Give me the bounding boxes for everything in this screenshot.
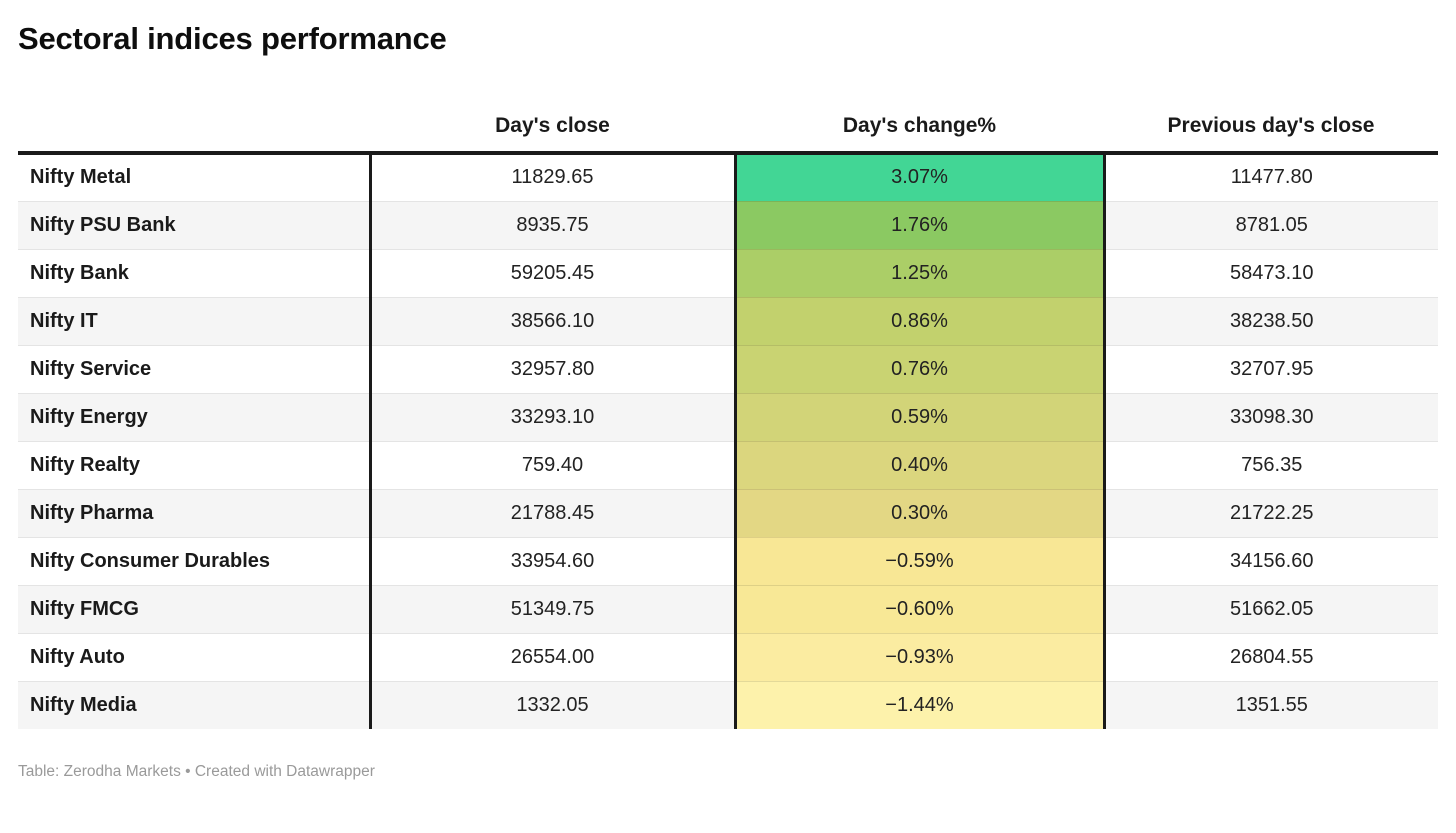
table-row: Nifty Metal 11829.65 3.07% 11477.80 — [18, 153, 1438, 201]
previous-close-cell: 58473.10 — [1104, 248, 1438, 297]
index-name-cell: Nifty IT — [18, 296, 372, 345]
column-header-days-change: Day's change% — [735, 114, 1104, 155]
column-header-previous-close: Previous day's close — [1104, 114, 1438, 155]
index-name-cell: Nifty Metal — [18, 153, 372, 201]
table-row: Nifty Consumer Durables 33954.60 −0.59% … — [18, 536, 1438, 585]
previous-close-cell: 26804.55 — [1104, 632, 1438, 681]
days-change-heatmap-cell: 0.40% — [733, 440, 1106, 489]
previous-close-cell: 38238.50 — [1104, 296, 1438, 345]
table-row: Nifty Media 1332.05 −1.44% 1351.55 — [18, 680, 1438, 729]
attribution-text: Table: Zerodha Markets • Created with Da… — [18, 763, 375, 780]
index-name-cell: Nifty Bank — [18, 248, 372, 297]
previous-close-cell: 34156.60 — [1104, 536, 1438, 585]
days-change-heatmap-cell: −0.93% — [733, 632, 1106, 681]
index-name-cell: Nifty Media — [18, 680, 372, 729]
index-name-cell: Nifty Energy — [18, 392, 372, 441]
days-change-heatmap-cell: 0.76% — [733, 344, 1106, 393]
index-name-cell: Nifty Pharma — [18, 488, 372, 537]
days-close-cell: 11829.65 — [511, 166, 594, 189]
days-change-heatmap-cell: 0.86% — [733, 296, 1106, 345]
previous-close-cell: 32707.95 — [1104, 344, 1438, 393]
table-row: Nifty Pharma 21788.45 0.30% 21722.25 — [18, 488, 1438, 537]
previous-close-cell: 21722.25 — [1104, 488, 1438, 537]
days-close-cell: 21788.45 — [370, 488, 735, 537]
days-close-cell: 33293.10 — [370, 392, 735, 441]
index-name-cell: Nifty Realty — [18, 440, 372, 489]
column-header-index-name — [18, 114, 370, 155]
datawrapper-table-chart: Sectoral indices performance Day's close… — [0, 20, 1456, 781]
index-name-cell: Nifty PSU Bank — [18, 200, 372, 249]
days-change-heatmap-cell: −1.44% — [733, 680, 1106, 729]
days-change-heatmap-cell: 1.76% — [733, 200, 1106, 249]
days-close-cell: 38566.10 — [370, 296, 735, 345]
index-name-cell: Nifty Service — [18, 344, 372, 393]
table-row: Nifty FMCG 51349.75 −0.60% 51662.05 — [18, 584, 1438, 633]
days-close-cell: 1332.05 — [370, 680, 735, 729]
table-row: Nifty Energy 33293.10 0.59% 33098.30 — [18, 392, 1438, 441]
previous-close-cell: 33098.30 — [1104, 392, 1438, 441]
previous-close-cell: 11477.80 — [1230, 166, 1313, 189]
previous-close-cell: 8781.05 — [1104, 200, 1438, 249]
days-change-heatmap-cell: 0.59% — [733, 392, 1106, 441]
table-row: Nifty PSU Bank 8935.75 1.76% 8781.05 — [18, 200, 1438, 249]
days-close-cell: 759.40 — [370, 440, 735, 489]
table-row: Nifty Realty 759.40 0.40% 756.35 — [18, 440, 1438, 489]
page-title: Sectoral indices performance — [18, 21, 447, 56]
index-name-cell: Nifty Consumer Durables — [18, 536, 372, 585]
days-change-heatmap-cell: −0.60% — [733, 584, 1106, 633]
index-name-cell: Nifty FMCG — [18, 584, 372, 633]
days-close-cell: 32957.80 — [370, 344, 735, 393]
previous-close-cell: 51662.05 — [1104, 584, 1438, 633]
table-header-row: Day's close Day's change% Previous day's… — [18, 114, 1438, 155]
days-close-cell: 33954.60 — [370, 536, 735, 585]
index-name-cell: Nifty Auto — [18, 632, 372, 681]
days-close-cell: 26554.00 — [370, 632, 735, 681]
previous-close-cell: 756.35 — [1104, 440, 1438, 489]
table-row: Nifty Bank 59205.45 1.25% 58473.10 — [18, 248, 1438, 297]
previous-close-cell: 1351.55 — [1104, 680, 1438, 729]
table-row: Nifty Auto 26554.00 −0.93% 26804.55 — [18, 632, 1438, 681]
sectoral-indices-table: Day's close Day's change% Previous day's… — [18, 114, 1438, 729]
days-close-cell: 8935.75 — [370, 200, 735, 249]
days-change-heatmap-cell: 1.25% — [733, 248, 1106, 297]
table-row: Nifty IT 38566.10 0.86% 38238.50 — [18, 296, 1438, 345]
column-header-days-close: Day's close — [370, 114, 735, 155]
table-row: Nifty Service 32957.80 0.76% 32707.95 — [18, 344, 1438, 393]
days-close-cell: 59205.45 — [370, 248, 735, 297]
days-change-heatmap-cell: 0.30% — [733, 488, 1106, 537]
days-close-cell: 51349.75 — [370, 584, 735, 633]
days-change-heatmap-cell: 3.07% — [733, 153, 1106, 201]
days-change-heatmap-cell: −0.59% — [733, 536, 1106, 585]
